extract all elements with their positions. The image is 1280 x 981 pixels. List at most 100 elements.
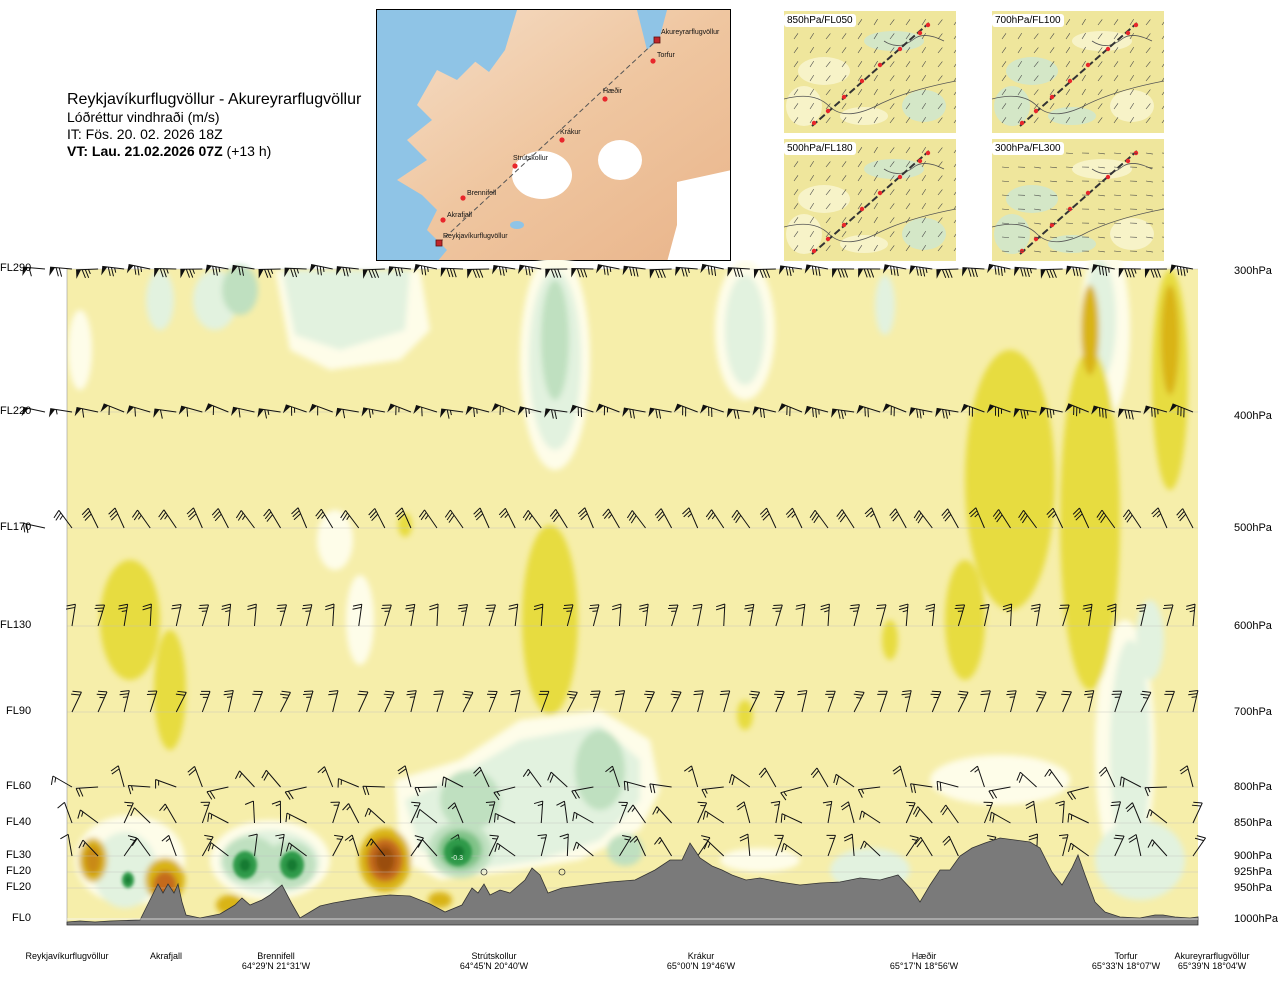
wind-barb-feather: [498, 507, 506, 516]
wind-barb-pennant: [362, 269, 368, 279]
wind-barb-feather: [423, 266, 427, 276]
wind-barb-feather: [489, 834, 499, 837]
wind-barb-feather: [759, 408, 762, 418]
wind-barb-half-feather: [130, 785, 134, 791]
inset-500-map: [784, 139, 956, 261]
wind-barb-feather: [853, 693, 863, 696]
wind-barb-feather: [1188, 693, 1198, 696]
wind-barb-half-feather: [844, 410, 847, 416]
wind-barb-half-feather: [707, 842, 711, 848]
wind-barb-pennant: [1039, 407, 1047, 417]
wind-barb-feather: [189, 513, 197, 521]
wind-barb: [676, 403, 698, 413]
wind-barb-feather: [1082, 606, 1092, 610]
inset-wind-barb: [1033, 166, 1041, 169]
inset-wind-barb: [905, 245, 911, 252]
wind-barb-feather: [420, 265, 424, 275]
inset-wind-barb: [825, 103, 831, 110]
wind-barb-feather: [942, 835, 950, 843]
wind-barb-feather: [994, 511, 1001, 520]
updraft-region: [1060, 350, 1120, 690]
inset-wind-barb: [1049, 103, 1055, 110]
inset-wind-barb: [1129, 102, 1135, 110]
inset-field-blob: [864, 31, 924, 51]
flight-level-label: FL0: [12, 912, 31, 924]
wind-barb-half-feather: [528, 408, 530, 414]
wind-barb-feather: [692, 607, 702, 610]
wind-barb-feather: [96, 693, 106, 696]
wind-barb: [1118, 408, 1141, 413]
map-station-label: Strútskollur: [513, 155, 549, 162]
updraft-region: [882, 620, 898, 660]
wind-barb-feather: [264, 511, 272, 520]
downdraft-upper: [222, 265, 258, 315]
wind-barb-feather: [474, 510, 482, 518]
wind-barb-feather: [979, 607, 989, 610]
inset-field-blob: [840, 235, 888, 253]
wind-barb-half-feather: [166, 268, 169, 274]
inset-wind-barb: [921, 102, 927, 110]
inset-wind-barb: [1049, 61, 1055, 68]
wind-barb-half-feather: [704, 788, 708, 794]
inset-coastline: [883, 35, 945, 46]
wind-barb-half-feather: [348, 267, 351, 273]
wind-barb-feather: [840, 410, 844, 420]
location-name: Krákur: [687, 951, 715, 961]
wind-barb-feather: [744, 607, 754, 610]
inset-wind-barb: [905, 33, 911, 40]
wind-barb-half-feather: [703, 838, 709, 841]
wind-barb-half-feather: [239, 772, 243, 778]
inset-wind-barb: [921, 202, 927, 210]
wind-barb-feather: [1061, 693, 1071, 696]
wind-barb-feather: [319, 266, 322, 276]
wind-barb-half-feather: [774, 803, 780, 806]
wind-barb-pennant: [180, 269, 186, 279]
inset-wind-barb: [825, 245, 831, 252]
inset-wind-barb: [1113, 103, 1119, 110]
inset-wind-barb: [857, 117, 863, 124]
wind-barb-feather: [342, 803, 349, 811]
inset-field-blob: [786, 214, 822, 254]
wind-barb-half-feather: [449, 410, 452, 416]
inset-wind-barb: [1065, 33, 1071, 40]
wind-barb-half-feather: [504, 513, 509, 518]
wind-barb-pennant: [154, 268, 160, 278]
wind-barb-feather: [207, 842, 212, 852]
inset-wind-barb: [841, 103, 847, 110]
wind-barb-feather: [57, 801, 65, 809]
location-label: Krákur 65°00'N 19°46'W: [667, 951, 735, 971]
cross-section-chart: -0.3: [21, 260, 1207, 926]
wind-barb-feather: [263, 508, 270, 517]
inset-field-blob: [1006, 57, 1058, 85]
low-updraft-core: [85, 846, 101, 874]
wind-barb-feather: [549, 509, 557, 517]
wind-barb-feather: [668, 607, 678, 610]
wind-barb-pennant: [753, 269, 759, 279]
wind-barb-feather: [1078, 267, 1082, 277]
wind-barb-feather: [656, 511, 664, 519]
low-downdraft-zone: [575, 730, 625, 810]
wind-barb-half-feather: [211, 844, 214, 850]
wind-barb-half-feather: [461, 610, 467, 612]
inset-wind-barb: [1145, 152, 1153, 155]
inset-wind-barb: [1129, 116, 1135, 124]
wind-barb-feather: [1067, 813, 1070, 823]
inset-wind-barb: [921, 18, 927, 26]
inset-wind-barb: [1001, 250, 1009, 252]
wind-barb-pennant: [961, 267, 968, 277]
inset-wind-barb: [841, 47, 847, 54]
wind-barb-feather: [285, 813, 288, 823]
wind-barb-feather: [1179, 266, 1183, 276]
route-title: Reykjavíkurflugvöllur - Akureyrarflugvöl…: [67, 91, 362, 108]
wind-barb-feather: [780, 792, 787, 801]
wind-barb-feather: [822, 800, 832, 804]
wind-barb-half-feather: [451, 805, 457, 810]
wind-barb-feather: [266, 514, 273, 522]
inset-wind-barb: [1113, 47, 1119, 54]
inset-wind-barb: [1097, 236, 1105, 239]
wind-barb-feather: [81, 408, 85, 418]
wind-barb-half-feather: [321, 769, 327, 774]
wind-barb-feather: [329, 690, 339, 693]
wind-barb: [962, 267, 985, 270]
wind-barb-feather: [1098, 766, 1106, 774]
